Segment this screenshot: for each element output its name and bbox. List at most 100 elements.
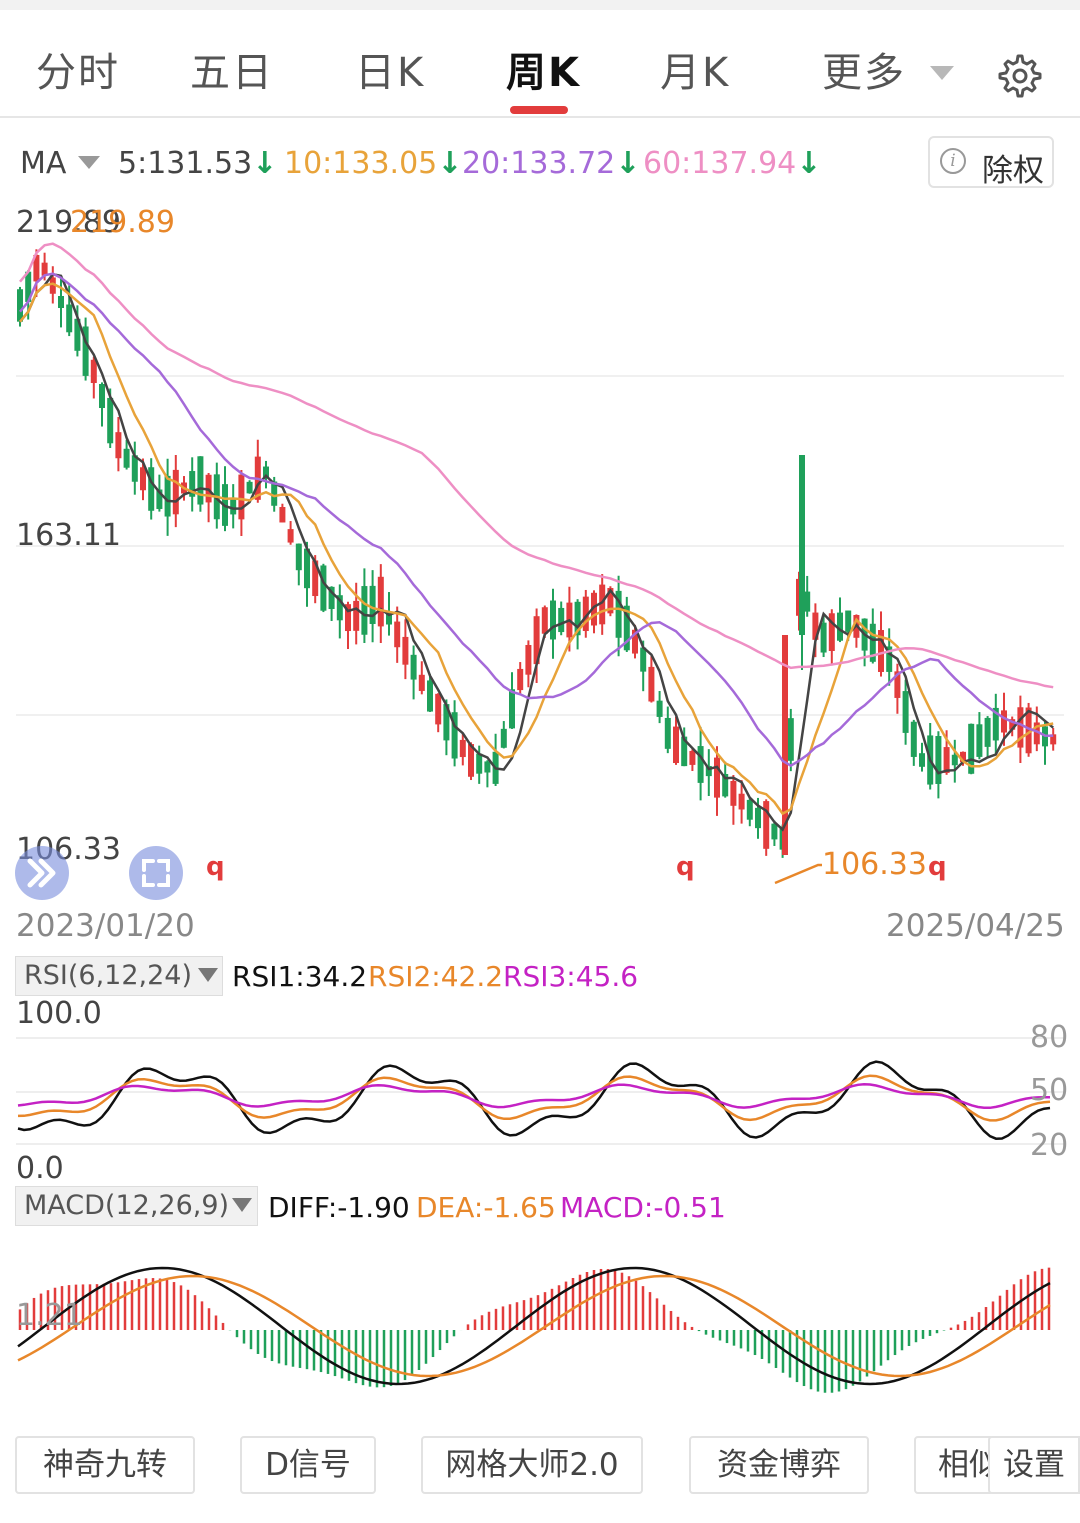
candle-body (705, 765, 712, 777)
candle-body (910, 721, 917, 757)
tab-more[interactable]: 更多 (822, 50, 906, 96)
tab-monthly-k[interactable]: 月K (660, 50, 731, 96)
candle-body (336, 595, 343, 621)
candle-body (943, 747, 950, 773)
macd-selector[interactable]: MACD(12,26,9) (15, 1186, 258, 1226)
tool-button-grid-master[interactable]: 网格大师2.0 (421, 1436, 643, 1494)
candle-body (41, 262, 48, 276)
candlestick-chart[interactable] (0, 200, 1080, 900)
fullscreen-button[interactable] (129, 846, 183, 900)
end-date: 2025/04/25 (886, 908, 1065, 944)
candle-body (640, 647, 647, 672)
candle-body (90, 359, 97, 384)
candle-body (140, 467, 146, 491)
candle-body (320, 565, 327, 611)
rsi-selector[interactable]: RSI(6,12,24) (15, 956, 223, 996)
candle-body (746, 799, 753, 820)
candle-body (697, 746, 704, 783)
candle-body (607, 587, 614, 614)
candle-body (25, 271, 32, 302)
candle-body (681, 736, 688, 767)
candle-body (345, 604, 351, 632)
candle-body (894, 671, 901, 698)
candle-body (533, 616, 540, 665)
max-price-label: 219.89 (70, 205, 175, 240)
candle-body (656, 700, 663, 717)
rsi1-line (17, 1060, 1051, 1140)
tool-button-nine-turn[interactable]: 神奇九转 (15, 1436, 195, 1494)
candle-body (1050, 734, 1057, 745)
candle-body (837, 612, 843, 641)
candle-body (689, 750, 696, 765)
candle-body (525, 644, 532, 675)
candle-body (74, 318, 81, 351)
tab-daily-k[interactable]: 日K (355, 50, 426, 96)
candle-body (238, 474, 245, 520)
candle-body (394, 621, 401, 648)
candle-body (1001, 710, 1007, 733)
min-price-pointer (774, 863, 822, 885)
ma-selector[interactable]: MA (20, 146, 67, 181)
candle-body (812, 612, 819, 640)
candle-body (738, 793, 745, 810)
candle-body (755, 807, 761, 829)
candle-body (591, 592, 597, 626)
candle-body (164, 475, 171, 517)
candle-body (33, 254, 40, 282)
rsi2-value: RSI2:42.2 (368, 960, 504, 993)
candle-body (664, 717, 671, 749)
candle-body (107, 397, 114, 444)
candle-body (377, 576, 384, 627)
chevron-down-icon[interactable] (930, 66, 954, 80)
price-axis-mid: 163.11 (16, 518, 121, 553)
tool-button-d-signal[interactable]: D信号 (240, 1436, 376, 1494)
gear-icon[interactable] (994, 52, 1042, 100)
candle-body (902, 691, 909, 733)
candle-body (1009, 719, 1016, 730)
candle-body (500, 728, 507, 748)
ma60-value: 60:137.94↓ (643, 146, 822, 181)
candle-body (99, 383, 105, 409)
macd-value: MACD:-0.51 (560, 1191, 726, 1224)
candle-body (66, 304, 73, 333)
candle-body (246, 481, 253, 494)
rsi-chart[interactable] (0, 1010, 1080, 1180)
ex-rights-button[interactable]: i 除权 (928, 136, 1054, 189)
candle-body (714, 757, 720, 798)
candle-body (468, 744, 474, 777)
tab-five-day[interactable]: 五日 (190, 50, 274, 96)
dea-line (17, 1274, 1051, 1378)
rsi-level-50: 50 (1030, 1073, 1069, 1108)
tab-intraday[interactable]: 分时 (36, 50, 120, 96)
candle-body (197, 456, 204, 505)
candle-body (951, 754, 958, 766)
chevron-down-icon[interactable] (232, 1198, 252, 1212)
candle-body (574, 601, 581, 636)
expand-button[interactable] (15, 846, 69, 900)
chevron-down-icon[interactable] (78, 156, 100, 169)
chevron-down-icon[interactable] (198, 968, 218, 982)
candle-body (451, 712, 458, 759)
rsi-axis-top: 100.0 (16, 996, 102, 1031)
tab-weekly-k[interactable]: 周K (506, 50, 581, 96)
candle-body (230, 498, 237, 515)
candle-body (443, 704, 450, 741)
candle-body (58, 295, 64, 309)
tool-button-similar-k[interactable]: 相似K线 (914, 1436, 994, 1494)
candle-body (328, 586, 335, 610)
tool-button-settings[interactable]: 设置 (988, 1436, 1080, 1494)
candle-body (878, 630, 884, 672)
candle-body (886, 646, 893, 672)
ma5-line (19, 272, 1054, 832)
candle-body (410, 654, 417, 680)
candle-body (582, 596, 589, 632)
candle-body (131, 455, 138, 482)
candle-body (353, 600, 360, 631)
tool-button-capital-game[interactable]: 资金博弈 (689, 1436, 869, 1494)
candle-body (189, 471, 196, 497)
candle-body (787, 718, 794, 761)
down-arrow-icon: ↓ (437, 146, 463, 181)
fullscreen-icon (142, 859, 170, 887)
candle-body (960, 751, 966, 763)
macd-chart[interactable] (0, 1226, 1080, 1416)
